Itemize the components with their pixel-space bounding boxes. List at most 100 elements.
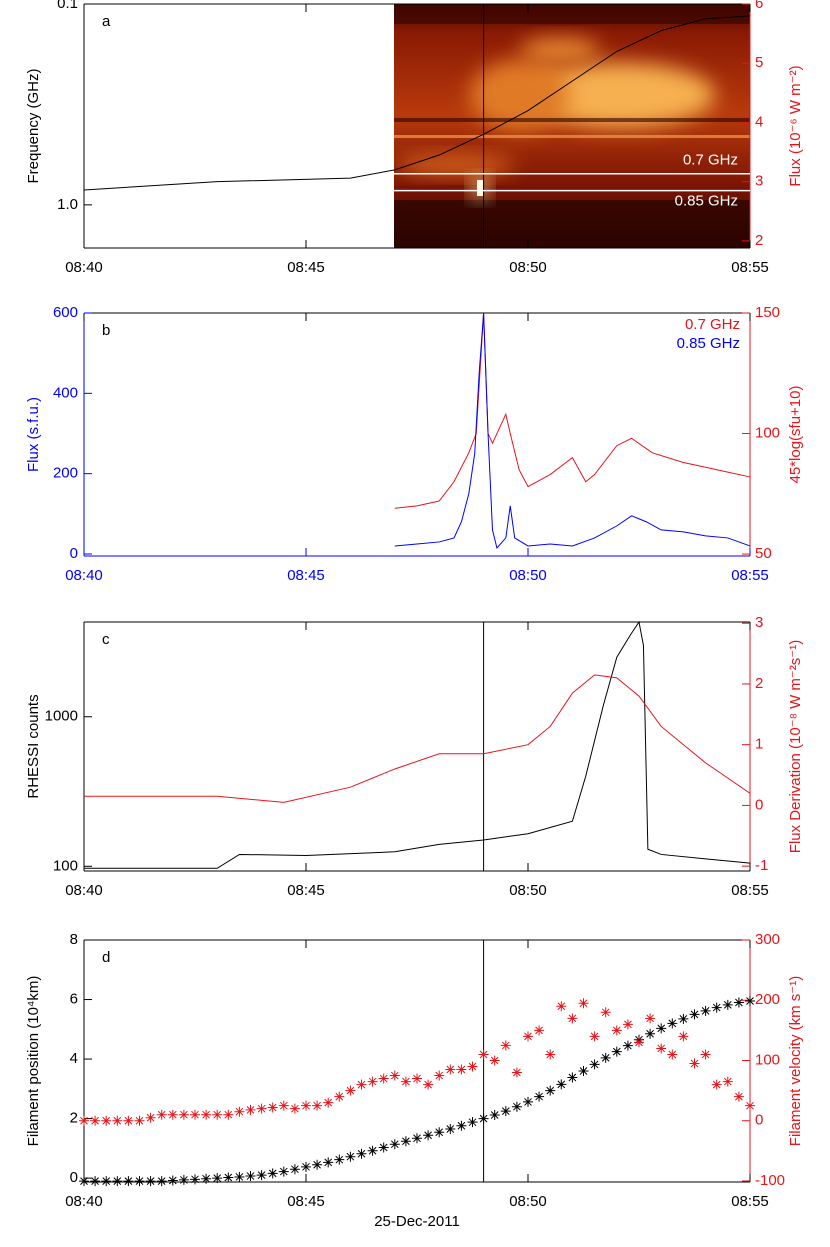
y2-tick-label: 3 bbox=[755, 173, 763, 190]
asterisk-marker bbox=[345, 1151, 356, 1162]
data-line bbox=[84, 620, 751, 869]
y-tick-label: 1000 bbox=[45, 708, 78, 725]
asterisk-marker bbox=[378, 1073, 389, 1084]
asterisk-marker bbox=[178, 1109, 189, 1120]
x-tick-label: 08:40 bbox=[65, 259, 103, 276]
y2-tick-label: 200 bbox=[755, 991, 780, 1008]
panel-label: a bbox=[102, 13, 111, 30]
asterisk-marker bbox=[600, 1052, 611, 1063]
y-tick-label: 6 bbox=[70, 991, 78, 1008]
asterisk-marker bbox=[145, 1176, 156, 1187]
asterisk-marker bbox=[367, 1145, 378, 1156]
asterisk-marker bbox=[689, 1058, 700, 1069]
asterisk-marker bbox=[722, 1076, 733, 1087]
asterisk-marker bbox=[412, 1073, 422, 1084]
x-tick-label: 08:55 bbox=[731, 567, 769, 584]
asterisk-marker bbox=[267, 1102, 278, 1113]
asterisk-marker bbox=[201, 1173, 212, 1184]
asterisk-marker bbox=[356, 1079, 367, 1090]
asterisk-marker bbox=[112, 1176, 123, 1187]
y2-tick-label: 300 bbox=[755, 931, 780, 948]
y-tick-label: 0.1 bbox=[57, 0, 78, 12]
asterisk-marker bbox=[700, 1049, 711, 1060]
y2-tick-label: 150 bbox=[755, 304, 780, 321]
panel-label: c bbox=[102, 631, 110, 648]
asterisk-marker bbox=[600, 1007, 611, 1018]
y2-tick-label: 2 bbox=[755, 232, 763, 249]
y2-tick-label: -1 bbox=[755, 857, 768, 874]
asterisk-marker bbox=[301, 1100, 311, 1111]
asterisk-marker bbox=[733, 997, 744, 1008]
asterisk-marker bbox=[445, 1124, 456, 1135]
asterisk-marker bbox=[500, 1040, 511, 1051]
x-tick-label: 08:55 bbox=[731, 259, 769, 276]
asterisk-marker bbox=[156, 1176, 167, 1187]
asterisk-marker bbox=[223, 1172, 234, 1183]
asterisk-marker bbox=[423, 1130, 434, 1141]
asterisk-marker bbox=[278, 1100, 289, 1111]
asterisk-marker bbox=[678, 1013, 689, 1024]
asterisk-marker bbox=[745, 996, 755, 1007]
x-tick-label: 08:55 bbox=[731, 1193, 769, 1210]
asterisk-marker bbox=[456, 1064, 467, 1075]
y2-tick-label: -100 bbox=[755, 1172, 785, 1189]
asterisk-marker bbox=[656, 1043, 667, 1054]
asterisk-marker bbox=[167, 1109, 178, 1120]
legend-entry: 0.7 GHz bbox=[685, 316, 740, 333]
x-axis-label: 25-Dec-2011 bbox=[374, 1213, 460, 1230]
asterisk-marker bbox=[389, 1139, 400, 1150]
y2-axis-label: Flux Derivation (10⁻⁸ W m⁻²s⁻¹) bbox=[787, 640, 804, 853]
y-tick-label: 100 bbox=[53, 857, 78, 874]
asterisk-marker bbox=[123, 1115, 134, 1126]
asterisk-marker bbox=[434, 1070, 445, 1081]
asterisk-marker bbox=[190, 1174, 200, 1185]
asterisk-marker bbox=[234, 1171, 245, 1182]
asterisk-marker bbox=[556, 1079, 567, 1090]
asterisk-marker bbox=[567, 1013, 578, 1024]
asterisk-marker bbox=[212, 1173, 223, 1184]
data-line bbox=[394, 312, 751, 509]
data-line bbox=[394, 312, 751, 550]
asterisk-marker bbox=[412, 1133, 422, 1144]
asterisk-marker bbox=[667, 1018, 678, 1029]
asterisk-marker bbox=[101, 1115, 112, 1126]
data-line bbox=[83, 15, 751, 191]
asterisk-marker bbox=[722, 999, 733, 1010]
asterisk-marker bbox=[700, 1005, 711, 1016]
asterisk-marker bbox=[79, 1176, 89, 1187]
asterisk-marker bbox=[123, 1176, 134, 1187]
asterisk-marker bbox=[689, 1009, 700, 1020]
y-tick-label: 4 bbox=[70, 1050, 78, 1067]
asterisk-marker bbox=[478, 1049, 489, 1060]
asterisk-marker bbox=[667, 1049, 678, 1060]
asterisk-marker bbox=[145, 1112, 156, 1123]
asterisk-marker bbox=[545, 1085, 556, 1096]
x-tick-label: 08:45 bbox=[287, 1193, 325, 1210]
asterisk-marker bbox=[223, 1109, 234, 1120]
asterisk-marker bbox=[523, 1031, 533, 1042]
asterisk-marker bbox=[445, 1064, 456, 1075]
asterisk-marker bbox=[289, 1164, 300, 1175]
x-tick-label: 08:40 bbox=[65, 1193, 103, 1210]
y2-tick-label: 2 bbox=[755, 675, 763, 692]
panel-label: d bbox=[102, 949, 110, 966]
asterisk-marker bbox=[156, 1109, 167, 1120]
asterisk-marker bbox=[323, 1097, 334, 1108]
x-tick-label: 08:45 bbox=[287, 567, 325, 584]
y-tick-label: 8 bbox=[70, 931, 78, 948]
y2-tick-label: 100 bbox=[755, 425, 780, 442]
asterisk-marker bbox=[578, 998, 589, 1009]
y2-tick-label: 6 bbox=[755, 0, 763, 12]
asterisk-marker bbox=[511, 1101, 522, 1112]
asterisk-marker bbox=[378, 1142, 389, 1153]
asterisk-marker bbox=[745, 1100, 755, 1111]
asterisk-marker bbox=[622, 1019, 633, 1030]
asterisk-marker bbox=[212, 1109, 223, 1120]
x-tick-label: 08:45 bbox=[287, 259, 325, 276]
asterisk-marker bbox=[656, 1023, 667, 1034]
spectrogram bbox=[394, 4, 750, 248]
y2-axis-label: 45*log(sfu+10) bbox=[787, 386, 804, 484]
y2-tick-label: 50 bbox=[755, 545, 772, 562]
legend-entry: 0.85 GHz bbox=[677, 335, 740, 352]
